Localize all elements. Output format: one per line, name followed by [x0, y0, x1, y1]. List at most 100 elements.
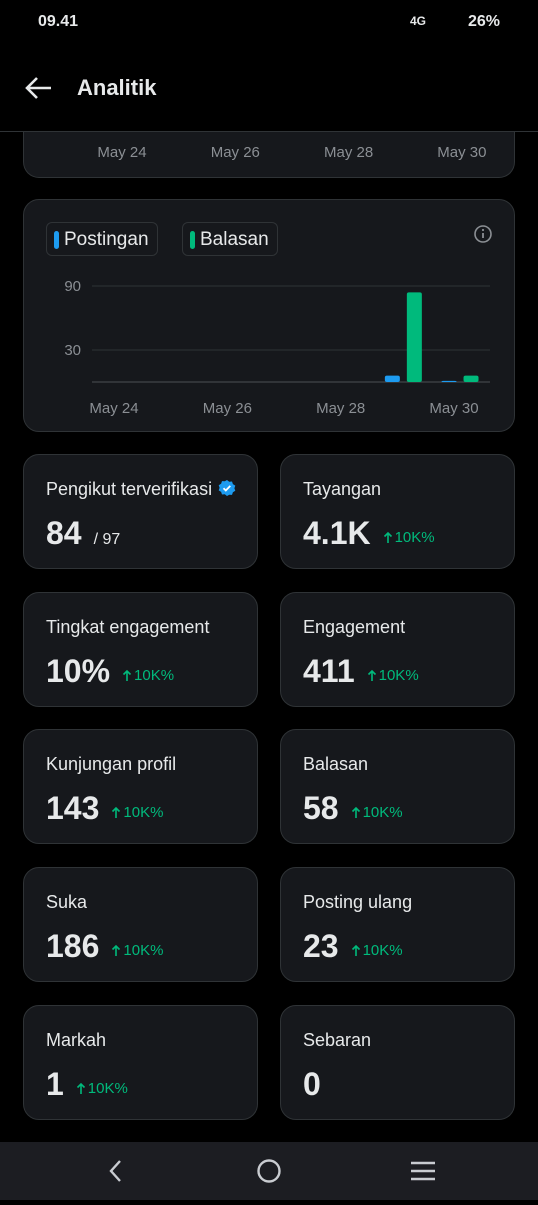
back-button[interactable] [24, 75, 54, 101]
stat-value-row: 10% 10K% [46, 653, 174, 690]
network: 4G [410, 14, 427, 28]
stat-value: 10% [46, 652, 111, 689]
stat-change-text: 10K% [362, 804, 403, 822]
stat-label: Tayangan [303, 479, 382, 499]
nav-back[interactable] [109, 1160, 121, 1182]
nav-icons [109, 1159, 435, 1183]
stat-change: 10K% [111, 804, 163, 821]
status-bar: 09.41 4G 26% [0, 0, 538, 45]
stat-value-row: 143 10K% [46, 790, 163, 827]
stat-card: Tayangan 4.1K 10K% [280, 454, 515, 569]
x-tick-label: May 24 [89, 400, 138, 417]
stat-value-row: 411 10K% [303, 653, 419, 690]
stat-value: 84 [46, 515, 82, 551]
stat-label: Pengikut terverifikasi [46, 479, 236, 500]
stat-card: Engagement 411 10K% [280, 591, 515, 707]
stat-card: Suka 186 10K% [23, 867, 258, 983]
x-tick-label: May 26 [210, 144, 260, 161]
stat-change: 10K% [76, 1080, 128, 1097]
arrow-shape [122, 669, 132, 681]
stat-change-text: 10K% [134, 666, 175, 684]
stat-value-row: 58 10K% [303, 790, 403, 827]
x-tick-label: May 30 [437, 144, 487, 161]
stat-card: Sebaran 0 [280, 1004, 515, 1120]
up-arrow [112, 944, 121, 957]
stat-label: Posting ulang [303, 892, 413, 913]
up-arrow [112, 807, 121, 819]
stat-change-text: 10K% [394, 529, 435, 546]
page-title: Analitik [77, 75, 157, 100]
stat-change: 10K% [122, 667, 174, 684]
stat-value: 1 [46, 1065, 64, 1102]
info-icon[interactable] [472, 223, 494, 245]
stat-change: 10K% [111, 942, 163, 959]
x-tick-label: May 24 [97, 144, 147, 161]
stat-value-row: 1 10K% [46, 1066, 128, 1103]
stat-change-text: 10K% [378, 666, 419, 684]
stat-change-text: 10K% [87, 1079, 128, 1097]
stat-label: Sebaran [303, 1029, 372, 1050]
up-arrow [351, 944, 360, 957]
up-arrow [367, 669, 376, 681]
stat-label: Suka [46, 892, 88, 913]
arrow-shape [351, 944, 360, 957]
legend-swatch [190, 231, 195, 249]
stat-change: 10K% [367, 667, 419, 684]
nav-home[interactable] [257, 1159, 281, 1183]
stat-value-row: 0 [303, 1066, 321, 1103]
verified-badge [218, 480, 236, 496]
battery: 26% [468, 13, 501, 30]
x-tick-label: May 30 [429, 400, 478, 417]
stat-change: 10K% [383, 529, 435, 546]
x-tick-label: May 26 [203, 400, 252, 417]
stat-change: 10K% [351, 942, 403, 959]
x-tick-label: May 28 [316, 400, 365, 417]
x-tick-label: May 28 [323, 144, 374, 161]
stat-card: Kunjungan profil 143 10K% [23, 729, 258, 845]
stat-change-text: 10K% [362, 942, 403, 960]
up-arrow [351, 807, 360, 819]
stat-value: 143 [46, 790, 100, 827]
legend-label: Balasan [200, 229, 269, 250]
arrow-shape [383, 531, 392, 543]
arrow-shape [112, 807, 121, 819]
bar [441, 380, 457, 382]
stat-card: Balasan 58 10K% [280, 729, 515, 845]
stat-value: 58 [303, 790, 339, 827]
stat-value: 186 [46, 928, 100, 965]
stat-label: Markah [46, 1029, 107, 1050]
arrow-shape [351, 807, 360, 819]
nav-bar [0, 1142, 538, 1200]
stat-card: Tingkat engagement 10% 10K% [23, 591, 258, 707]
legend-label: Postingan [64, 229, 149, 250]
stat-value: 411 [303, 652, 355, 689]
bar [406, 292, 422, 382]
chart: 30 90 May 24 May 26 May 28 May 30 [64, 278, 490, 417]
up-arrow [383, 531, 392, 543]
y-tick-label: 30 [64, 342, 81, 359]
bar [463, 375, 479, 382]
stat-value: 23 [303, 928, 339, 965]
arrow-shape [112, 944, 121, 957]
stat-label: Tingkat engagement [46, 616, 210, 637]
stat-value: 0 [303, 1065, 321, 1102]
stat-value-row: 84 / 97 [46, 515, 120, 552]
stat-change: 10K% [351, 804, 403, 821]
stat-total: / 97 [93, 531, 121, 548]
legend-swatch [54, 231, 59, 249]
arrow-shape [76, 1082, 85, 1094]
stat-value-row: 4.1K 10K% [303, 515, 435, 552]
stat-value: 4.1K [303, 515, 371, 551]
stat-change-text: 10K% [123, 804, 164, 822]
time: 09.41 [38, 13, 79, 30]
stat-label: Balasan [303, 754, 369, 775]
stat-value-row: 186 10K% [46, 928, 163, 965]
stat-label: Engagement [303, 616, 406, 637]
nav-menu[interactable] [411, 1161, 435, 1181]
up-arrow [76, 1082, 85, 1094]
stat-card: Markah 1 10K% [23, 1004, 258, 1120]
y-tick-label: 90 [64, 278, 81, 295]
up-arrow [122, 669, 132, 681]
stat-label: Kunjungan profil [46, 754, 177, 775]
